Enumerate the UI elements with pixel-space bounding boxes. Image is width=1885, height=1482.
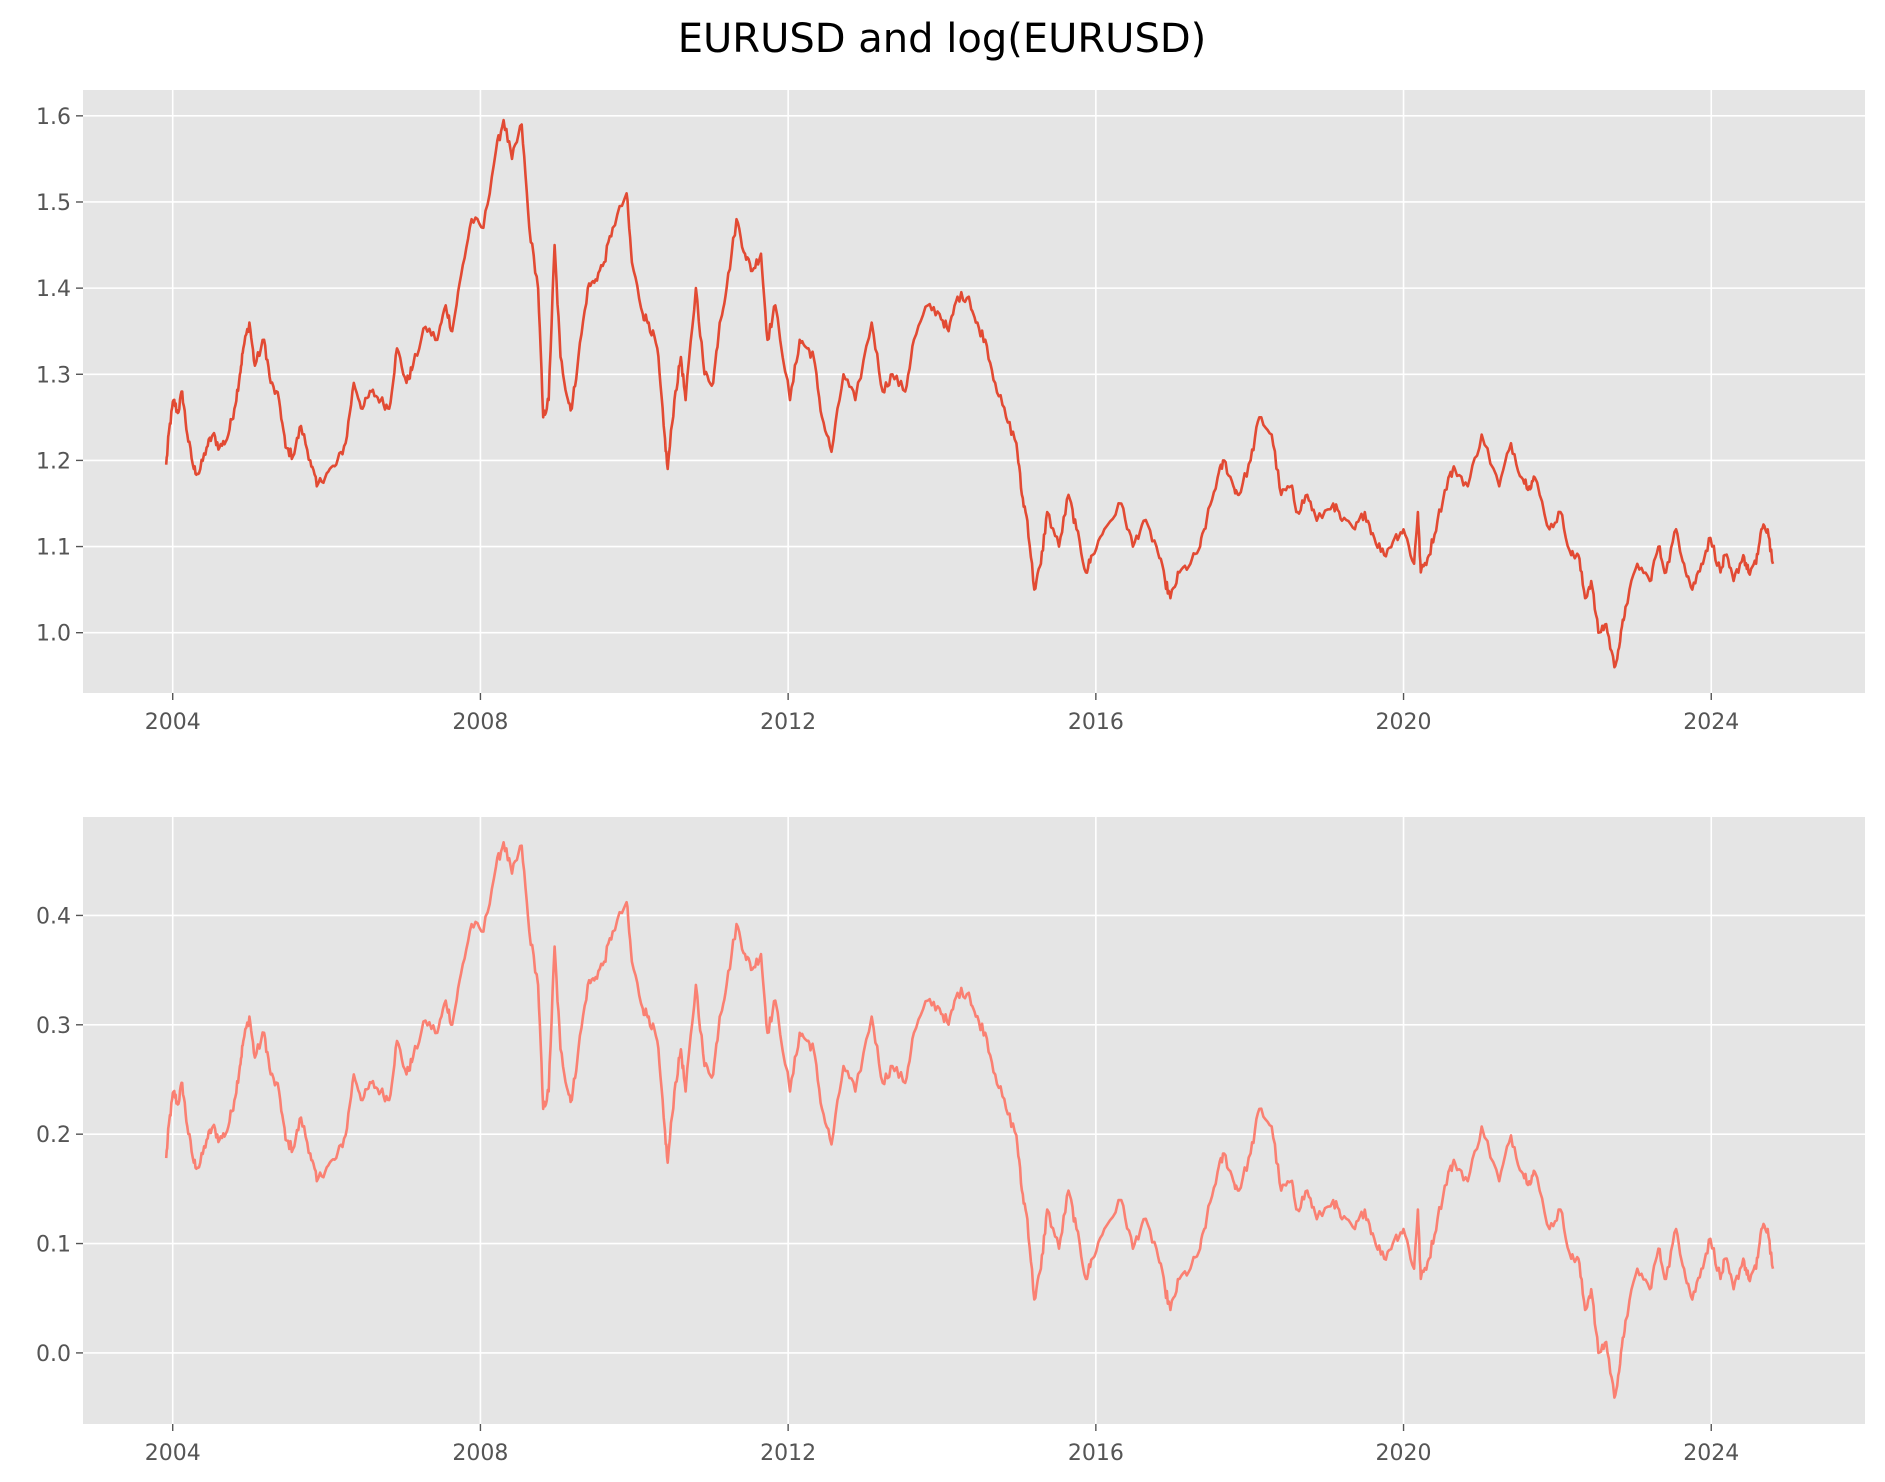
x-tick-label: 2004 xyxy=(145,1441,201,1466)
eurusd-series xyxy=(164,118,1775,669)
log-eurusd-series xyxy=(164,840,1775,1399)
eurusd-line xyxy=(164,118,1775,669)
y-tick-label: 0.0 xyxy=(36,1342,71,1367)
y-tick-label: 1.2 xyxy=(36,449,71,474)
eurusd-tick-labels: 2004 2008 2012 2016 2020 2024 1.0 1.1 1.2 1.3 1.4 1… xyxy=(36,105,1739,735)
figure-title: EURUSD and log(EURUSD) xyxy=(678,16,1207,62)
eurusd-gridlines xyxy=(83,90,1865,693)
log-eurusd-axes: 2004 2008 2012 2016 2020 2024 0.0 0.1 0.2 0.3 0.4 xyxy=(36,817,1865,1466)
y-tick-label: 1.4 xyxy=(36,277,71,302)
x-tick-label: 2004 xyxy=(145,710,201,735)
x-tick-label: 2012 xyxy=(760,710,816,735)
y-tick-label: 1.3 xyxy=(36,363,71,388)
eurusd-axes: 2004 2008 2012 2016 2020 2024 1.0 1.1 1.2 1.3 1.4 1… xyxy=(36,90,1865,735)
y-tick-label: 0.3 xyxy=(36,1014,71,1039)
x-tick-label: 2008 xyxy=(452,710,508,735)
y-tick-label: 1.1 xyxy=(36,536,71,561)
log-eurusd-plot-area xyxy=(83,817,1865,1424)
y-tick-label: 0.4 xyxy=(36,904,71,929)
y-tick-label: 0.1 xyxy=(36,1233,71,1258)
x-tick-label: 2024 xyxy=(1683,1441,1739,1466)
x-tick-label: 2016 xyxy=(1068,710,1124,735)
log-eurusd-gridlines xyxy=(83,817,1865,1424)
x-tick-label: 2020 xyxy=(1376,1441,1432,1466)
log-eurusd-tick-labels: 2004 2008 2012 2016 2020 2024 0.0 0.1 0.2 0.3 0.4 xyxy=(36,904,1739,1466)
x-tick-label: 2020 xyxy=(1376,710,1432,735)
eurusd-plot-area xyxy=(83,90,1865,693)
x-tick-label: 2024 xyxy=(1683,710,1739,735)
y-tick-label: 1.0 xyxy=(36,622,71,647)
x-tick-label: 2016 xyxy=(1068,1441,1124,1466)
x-tick-label: 2008 xyxy=(452,1441,508,1466)
y-tick-label: 1.6 xyxy=(36,105,71,130)
y-tick-label: 1.5 xyxy=(36,191,71,216)
y-tick-label: 0.2 xyxy=(36,1123,71,1148)
log-eurusd-line xyxy=(164,840,1775,1399)
x-tick-label: 2012 xyxy=(760,1441,816,1466)
